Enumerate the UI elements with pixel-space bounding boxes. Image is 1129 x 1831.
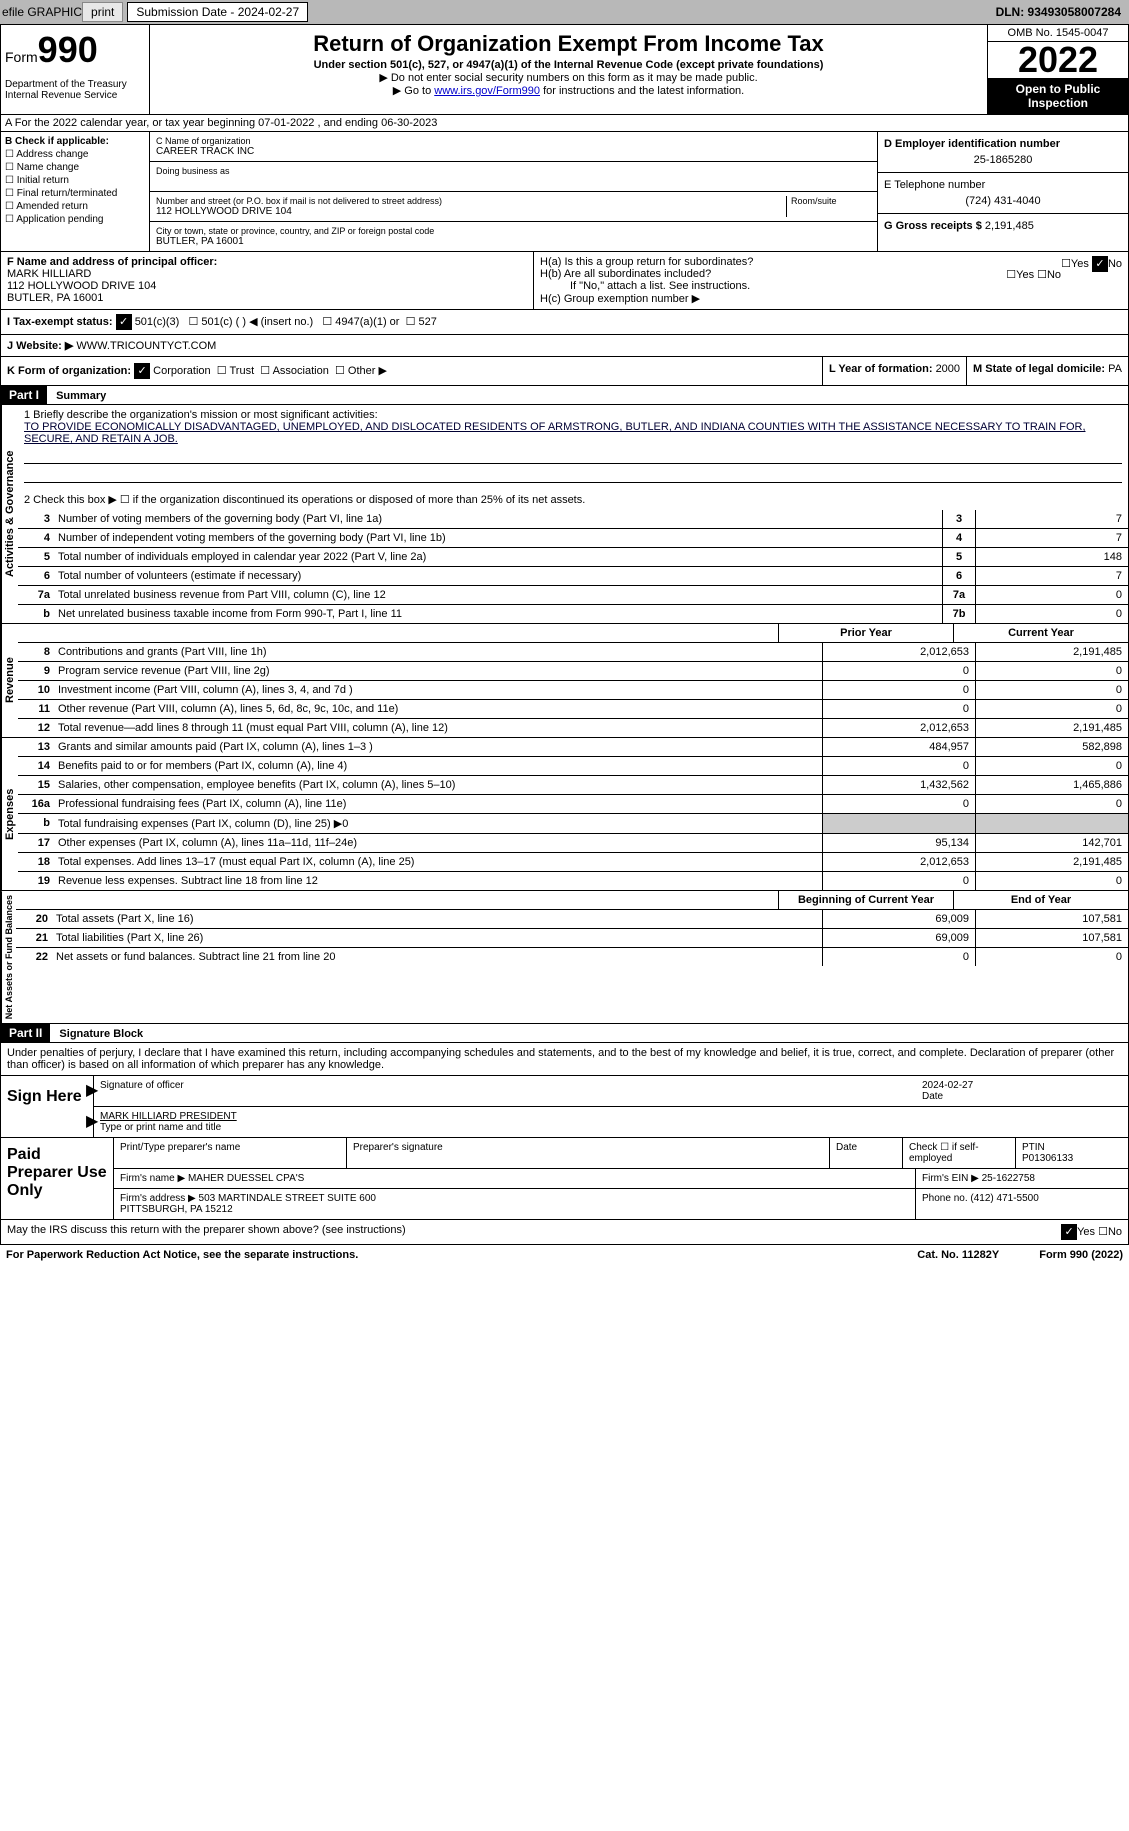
- section-a: A For the 2022 calendar year, or tax yea…: [0, 115, 1129, 132]
- check-name[interactable]: ☐ Name change: [5, 162, 145, 173]
- section-b: B Check if applicable: ☐ Address change …: [1, 132, 150, 251]
- form-header: Form990 Department of the Treasury Inter…: [0, 24, 1129, 115]
- dln: DLN: 93493058007284: [996, 5, 1127, 19]
- netassets-section: Net Assets or Fund Balances Beginning of…: [0, 891, 1129, 1024]
- firm-name: MAHER DUESSEL CPA'S: [188, 1173, 304, 1184]
- line-20: 20 Total assets (Part X, line 16) 69,009…: [16, 910, 1128, 929]
- check-amended[interactable]: ☐ Amended return: [5, 201, 145, 212]
- sig-date: 2024-02-27: [922, 1080, 973, 1091]
- top-bar: efile GRAPHIC print Submission Date - 20…: [0, 0, 1129, 24]
- header-right: OMB No. 1545-0047 2022 Open to Public In…: [987, 25, 1128, 114]
- line-b: b Net unrelated business taxable income …: [18, 605, 1128, 623]
- addr-box: Number and street (or P.O. box if mail i…: [150, 192, 877, 222]
- line-12: 12 Total revenue—add lines 8 through 11 …: [18, 719, 1128, 737]
- revenue-section: Revenue Prior Year Current Year 8 Contri…: [0, 624, 1129, 738]
- prep-phone: (412) 471-5500: [970, 1193, 1038, 1204]
- mission-block: 1 Briefly describe the organization's mi…: [18, 405, 1128, 510]
- line-b: b Total fundraising expenses (Part IX, c…: [18, 814, 1128, 834]
- part2-header: Part II Signature Block: [0, 1024, 1129, 1043]
- section-l: L Year of formation: 2000: [822, 357, 966, 385]
- section-i: I Tax-exempt status: ✓ 501(c)(3) ☐ 501(c…: [0, 310, 1129, 335]
- line-13: 13 Grants and similar amounts paid (Part…: [18, 738, 1128, 757]
- section-f: F Name and address of principal officer:…: [1, 252, 534, 309]
- header-left: Form990 Department of the Treasury Inter…: [1, 25, 150, 114]
- line-7a: 7a Total unrelated business revenue from…: [18, 586, 1128, 605]
- ein: 25-1865280: [884, 154, 1122, 166]
- phone-box: E Telephone number (724) 431-4040: [878, 173, 1128, 214]
- declaration: Under penalties of perjury, I declare th…: [0, 1043, 1129, 1076]
- form-number: Form990: [5, 29, 145, 71]
- tax-year: 2022: [988, 42, 1128, 78]
- line-3: 3 Number of voting members of the govern…: [18, 510, 1128, 529]
- dba-box: Doing business as: [150, 162, 877, 192]
- line-4: 4 Number of independent voting members o…: [18, 529, 1128, 548]
- city-box: City or town, state or province, country…: [150, 222, 877, 251]
- officer-addr: 112 HOLLYWOOD DRIVE 104 BUTLER, PA 16001: [7, 280, 527, 304]
- line-21: 21 Total liabilities (Part X, line 26) 6…: [16, 929, 1128, 948]
- row-klm: K Form of organization: ✓ Corporation ☐ …: [0, 357, 1129, 386]
- irs-discuss-row: May the IRS discuss this return with the…: [0, 1220, 1129, 1245]
- section-m: M State of legal domicile: PA: [966, 357, 1128, 385]
- officer-sig-name: MARK HILLIARD PRESIDENT: [100, 1111, 1122, 1122]
- form-title: Return of Organization Exempt From Incom…: [154, 31, 983, 57]
- line-19: 19 Revenue less expenses. Subtract line …: [18, 872, 1128, 890]
- line-17: 17 Other expenses (Part IX, column (A), …: [18, 834, 1128, 853]
- line-14: 14 Benefits paid to or for members (Part…: [18, 757, 1128, 776]
- gross-receipts-box: G Gross receipts $ 2,191,485: [878, 214, 1128, 238]
- section-k: K Form of organization: ✓ Corporation ☐ …: [1, 357, 822, 385]
- sign-here-block: Sign Here ▶ Signature of officer 2024-02…: [0, 1076, 1129, 1138]
- org-name-box: C Name of organization CAREER TRACK INC: [150, 132, 877, 162]
- org-city: BUTLER, PA 16001: [156, 236, 871, 247]
- form-subtitle: Under section 501(c), 527, or 4947(a)(1)…: [154, 59, 983, 71]
- line-10: 10 Investment income (Part VIII, column …: [18, 681, 1128, 700]
- paid-preparer-block: Paid Preparer Use Only Print/Type prepar…: [0, 1138, 1129, 1220]
- line-11: 11 Other revenue (Part VIII, column (A),…: [18, 700, 1128, 719]
- submission-date: Submission Date - 2024-02-27: [127, 2, 308, 22]
- check-final[interactable]: ☐ Final return/terminated: [5, 188, 145, 199]
- note-ssn: ▶ Do not enter social security numbers o…: [154, 71, 983, 84]
- part1-header: Part I Summary: [0, 386, 1129, 405]
- inspection-label: Open to Public Inspection: [988, 78, 1128, 114]
- ptin: P01306133: [1022, 1153, 1073, 1164]
- org-name: CAREER TRACK INC: [156, 146, 871, 157]
- section-h: H(a) Is this a group return for subordin…: [534, 252, 1128, 309]
- org-address: 112 HOLLYWOOD DRIVE 104: [156, 206, 786, 217]
- header-center: Return of Organization Exempt From Incom…: [150, 25, 987, 114]
- check-corp[interactable]: ✓: [134, 363, 150, 379]
- line-22: 22 Net assets or fund balances. Subtract…: [16, 948, 1128, 966]
- line-9: 9 Program service revenue (Part VIII, li…: [18, 662, 1128, 681]
- line-15: 15 Salaries, other compensation, employe…: [18, 776, 1128, 795]
- main-info: B Check if applicable: ☐ Address change …: [0, 132, 1129, 252]
- note-link: ▶ Go to www.irs.gov/Form990 for instruct…: [154, 84, 983, 97]
- ein-box: D Employer identification number 25-1865…: [878, 132, 1128, 173]
- firm-ein: 25-1622758: [982, 1173, 1035, 1184]
- footer: For Paperwork Reduction Act Notice, see …: [0, 1245, 1129, 1265]
- check-initial[interactable]: ☐ Initial return: [5, 175, 145, 186]
- gross-receipts: 2,191,485: [985, 220, 1034, 232]
- line-6: 6 Total number of volunteers (estimate i…: [18, 567, 1128, 586]
- section-c: C Name of organization CAREER TRACK INC …: [150, 132, 877, 251]
- line-18: 18 Total expenses. Add lines 13–17 (must…: [18, 853, 1128, 872]
- expenses-section: Expenses 13 Grants and similar amounts p…: [0, 738, 1129, 891]
- section-j: J Website: ▶ WWW.TRICOUNTYCT.COM: [0, 335, 1129, 357]
- check-address[interactable]: ☐ Address change: [5, 149, 145, 160]
- governance-section: Activities & Governance 1 Briefly descri…: [0, 405, 1129, 624]
- dept-label: Department of the Treasury Internal Reve…: [5, 79, 145, 101]
- print-button[interactable]: print: [82, 2, 123, 22]
- officer-name: MARK HILLIARD: [7, 268, 527, 280]
- section-de: D Employer identification number 25-1865…: [877, 132, 1128, 251]
- mission-text: TO PROVIDE ECONOMICALLY DISADVANTAGED, U…: [24, 421, 1122, 445]
- line-16a: 16a Professional fundraising fees (Part …: [18, 795, 1128, 814]
- line-8: 8 Contributions and grants (Part VIII, l…: [18, 643, 1128, 662]
- row-fh: F Name and address of principal officer:…: [0, 252, 1129, 310]
- irs-link[interactable]: www.irs.gov/Form990: [434, 85, 540, 97]
- check-501c3[interactable]: ✓: [116, 314, 132, 330]
- efile-label: efile GRAPHIC: [2, 5, 82, 19]
- website: WWW.TRICOUNTYCT.COM: [76, 340, 216, 352]
- phone: (724) 431-4040: [884, 195, 1122, 207]
- check-application[interactable]: ☐ Application pending: [5, 214, 145, 225]
- line-5: 5 Total number of individuals employed i…: [18, 548, 1128, 567]
